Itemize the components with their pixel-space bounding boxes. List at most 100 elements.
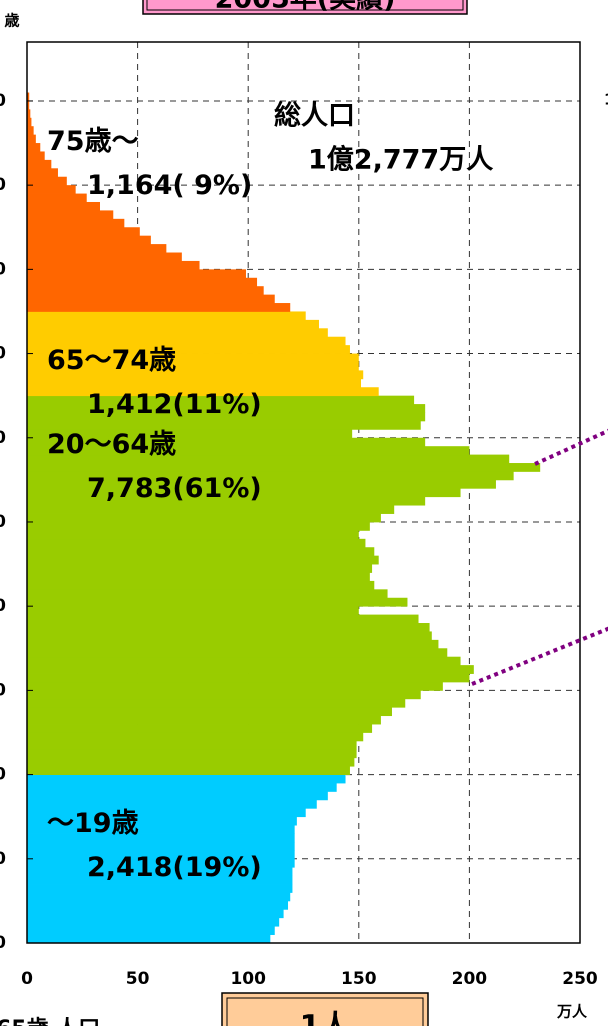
bar	[27, 92, 30, 102]
bar	[27, 437, 426, 447]
x-tick-label: 0	[21, 969, 33, 989]
x-tick-label: 150	[341, 969, 377, 989]
bar	[27, 690, 421, 700]
ticks: 0 50 100 150 200 250 0 10 20 30 40 50 60 70 80 90 100	[0, 91, 598, 989]
chart-title: 2005年(実績)	[215, 0, 396, 15]
x-tick-label: 50	[126, 969, 150, 989]
bar	[27, 926, 275, 935]
bar	[27, 269, 246, 279]
series-label: 75歳～	[47, 126, 139, 157]
x-tick-label: 200	[452, 969, 488, 989]
bar	[27, 665, 474, 674]
bar	[27, 757, 355, 767]
series-label: ～19歳	[47, 808, 139, 839]
x-tick-label: 100	[230, 969, 266, 989]
bar	[27, 909, 284, 919]
bar	[27, 311, 306, 321]
bar	[27, 681, 443, 691]
bar	[27, 235, 151, 245]
bar	[27, 244, 167, 253]
bar	[27, 488, 461, 498]
bar	[27, 623, 430, 632]
bar	[27, 227, 140, 237]
bar	[27, 580, 375, 590]
y-tick-label: 20	[0, 765, 6, 785]
series-label: 65～74歳	[47, 345, 176, 376]
bar	[27, 900, 289, 910]
y-tick-label: 60	[0, 428, 6, 448]
footer-text: 65歳 人口	[0, 1017, 100, 1026]
bar	[27, 858, 295, 868]
bar	[27, 260, 200, 270]
bar	[27, 446, 470, 456]
y-tick-label: 10	[0, 849, 6, 869]
bar	[27, 513, 381, 523]
bar	[27, 328, 328, 338]
series-total: 2,418(19%)	[87, 852, 262, 883]
bar	[27, 867, 293, 877]
bar	[27, 168, 58, 178]
bar	[27, 917, 280, 927]
footer-box-inner	[226, 997, 424, 1026]
bar	[27, 521, 370, 531]
bar	[27, 707, 392, 717]
bar	[27, 892, 291, 902]
series-total: 7,783(61%)	[87, 473, 262, 504]
x-axis-label: 万人	[556, 1003, 588, 1021]
bar	[27, 193, 87, 203]
bar	[27, 210, 114, 220]
connector	[534, 428, 608, 466]
bar	[27, 749, 357, 759]
bar	[27, 631, 432, 641]
y-tick-label: 40	[0, 596, 6, 616]
series-label: 20～64歳	[47, 429, 176, 460]
bar	[27, 555, 379, 565]
bar	[27, 134, 36, 144]
bar	[27, 614, 419, 624]
bar	[27, 471, 514, 481]
annotation: 総人口	[274, 100, 355, 132]
bar	[27, 884, 293, 893]
bars	[27, 92, 541, 944]
bar	[27, 361, 359, 371]
series-total: 1,412(11%)	[87, 389, 262, 420]
y-tick-label: 30	[0, 680, 6, 700]
plot-frame	[26, 41, 581, 944]
bar	[27, 336, 346, 346]
bar	[27, 420, 421, 430]
bar	[27, 479, 496, 489]
bar	[27, 825, 295, 834]
bar	[27, 496, 426, 506]
bar	[27, 117, 32, 127]
bar	[27, 841, 295, 851]
bar	[27, 252, 182, 262]
y-tick-label: 100	[0, 91, 6, 111]
connector	[471, 626, 608, 686]
bar	[27, 547, 375, 557]
bar	[27, 126, 34, 136]
bar	[27, 294, 275, 304]
bar	[27, 639, 439, 649]
bar	[27, 698, 406, 708]
y-axis-label: 歳	[4, 12, 19, 30]
x-tick-label: 250	[562, 969, 598, 989]
bar	[27, 353, 359, 363]
bar	[27, 201, 100, 211]
bar	[27, 463, 541, 472]
bar	[27, 143, 41, 152]
bar	[27, 429, 353, 439]
bar	[27, 176, 67, 186]
bar	[27, 572, 370, 582]
bar	[27, 564, 373, 573]
bar	[27, 505, 395, 514]
bar	[27, 412, 426, 422]
bar	[27, 395, 415, 405]
bar	[27, 783, 337, 792]
y-tick-label: 70	[0, 344, 6, 364]
cropped-label: 1	[604, 91, 608, 109]
bar	[27, 715, 381, 725]
bar	[27, 656, 461, 666]
bar	[27, 454, 510, 464]
bar	[27, 404, 426, 413]
